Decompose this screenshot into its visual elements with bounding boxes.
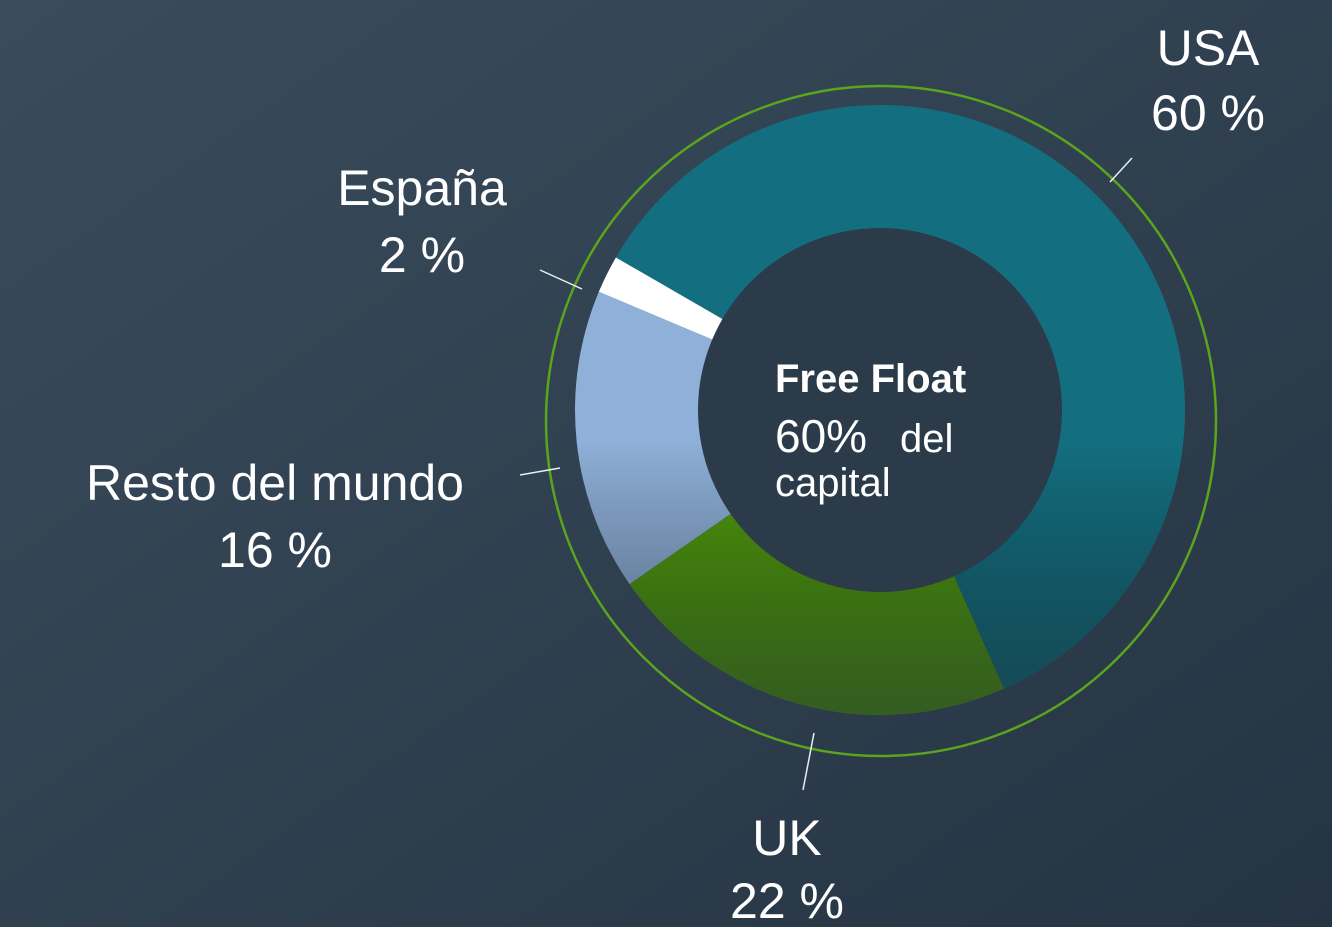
slice-value: 2 % [379,227,465,283]
ring [544,84,1218,758]
leader-line [1109,157,1133,183]
slice-label: Resto del mundo [86,455,464,511]
slice-label: UK [752,810,821,866]
slice-label: España [337,160,507,216]
slice-value: 16 % [218,522,332,578]
leader-line [802,732,815,791]
center-text: capital [775,461,891,505]
slice-value: 60 % [1151,85,1265,141]
center-title: Free Float [775,357,966,401]
leader-line [519,467,561,476]
center-value: 60% [775,410,867,462]
donut-hole [698,228,1062,592]
leader-line [539,269,583,290]
center-text: del [900,417,953,461]
slice-label: USA [1157,20,1260,76]
slice-value: 22 % [730,873,844,927]
